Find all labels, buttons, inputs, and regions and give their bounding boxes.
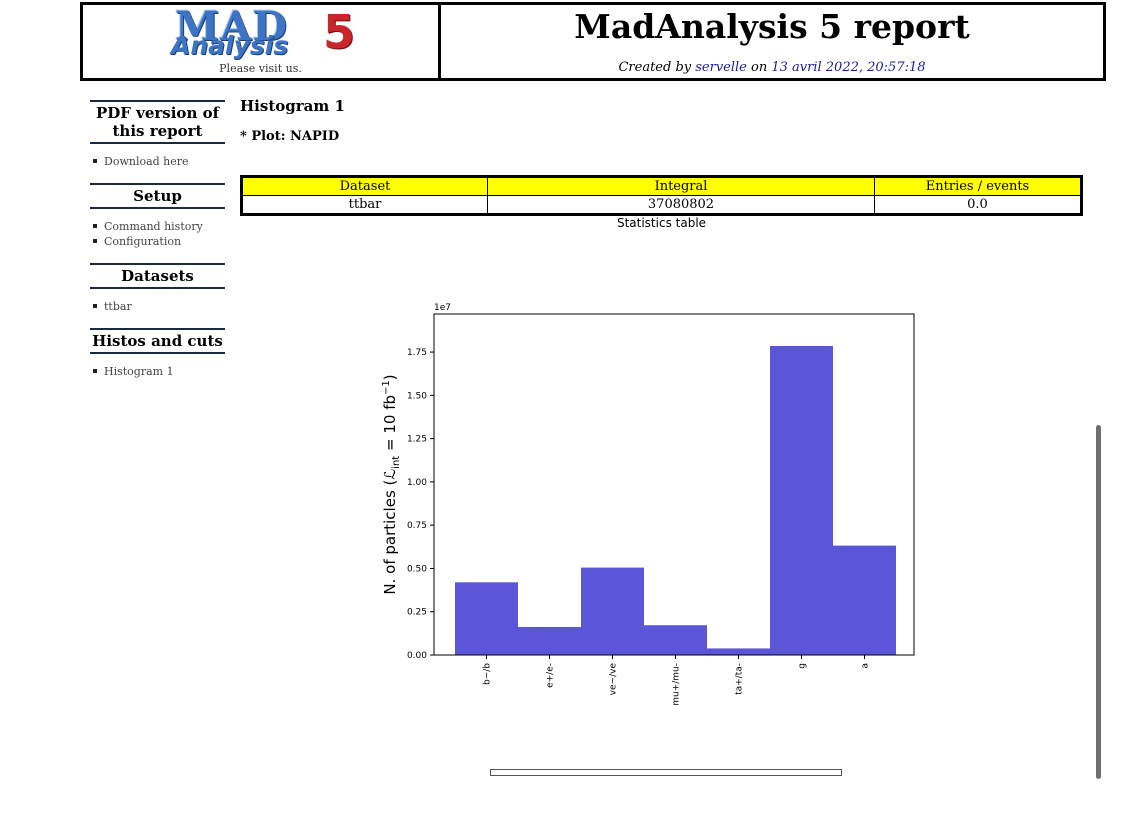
- sidebar-heading-pdf: PDF version of this report: [90, 100, 225, 144]
- header-entries: Entries / events: [874, 176, 1082, 196]
- x-tick-label: a: [861, 663, 871, 669]
- table-row: ttbar 37080802 0.0: [241, 195, 1082, 215]
- sidebar-item-ttbar[interactable]: ttbar: [90, 299, 225, 314]
- cell-dataset: ttbar: [241, 195, 488, 215]
- sidebar-item-histogram-1[interactable]: Histogram 1: [90, 364, 225, 379]
- title-cell: MadAnalysis 5 report Created by servelle…: [441, 5, 1103, 78]
- x-tick-label: g: [798, 663, 808, 669]
- y-tick-label: 1.75: [407, 348, 427, 358]
- sidebar-section-setup: Setup Command history Configuration: [90, 183, 225, 249]
- y-tick-label: 1.00: [407, 478, 427, 488]
- sidebar-heading-histos: Histos and cuts: [90, 328, 225, 354]
- y-tick-label: 1.25: [407, 435, 427, 445]
- report-header: MAD Analysis 5 Please visit us. MadAnaly…: [80, 2, 1106, 81]
- statistics-table: Dataset Integral Entries / events ttbar …: [240, 175, 1083, 216]
- statistics-caption: Statistics table: [616, 216, 707, 230]
- logo-analysis-text: Analysis: [171, 31, 289, 60]
- plot-frame: [433, 313, 915, 656]
- y-offset-label: 1e7: [434, 303, 451, 313]
- sidebar-section-pdf: PDF version of this report Download here: [90, 100, 225, 169]
- x-tick-label: ve~/ve: [609, 663, 619, 696]
- sidebar-heading-datasets: Datasets: [90, 263, 225, 289]
- date-link[interactable]: 13 avril 2022, 20:57:18: [771, 60, 926, 75]
- bar: [770, 346, 833, 655]
- sidebar-section-histos: Histos and cuts Histogram 1: [90, 328, 225, 379]
- histogram-chart: 0.00 0.25 0.50 0.75 1.00 1.25 1.50 1.75 b~/b e+/e…: [381, 303, 915, 706]
- x-tick-label: b~/b: [483, 663, 493, 685]
- plot-label: * Plot: NAPID: [240, 129, 340, 144]
- sidebar-item-configuration[interactable]: Configuration: [90, 234, 225, 249]
- report-title: MadAnalysis 5 report: [574, 7, 970, 46]
- statistics-header-row: Dataset Integral Entries / events: [241, 176, 1082, 196]
- madanalysis-logo[interactable]: MAD Analysis 5: [171, 3, 357, 65]
- x-tick-label: e+/e-: [546, 663, 556, 688]
- vertical-scrollbar[interactable]: [1096, 425, 1101, 779]
- bar: [644, 625, 707, 655]
- header-integral: Integral: [487, 176, 875, 196]
- sidebar-heading-setup: Setup: [90, 183, 225, 209]
- sidebar-section-datasets: Datasets ttbar: [90, 263, 225, 314]
- cell-entries: 0.0: [874, 195, 1082, 215]
- x-tick-label: mu+/mu-: [672, 663, 682, 706]
- created-prefix: Created by: [618, 60, 696, 75]
- created-by-line: Created by servelle on 13 avril 2022, 20…: [441, 60, 1103, 75]
- y-axis-label: N. of particles (ℒint = 10 fb−1): [381, 374, 402, 594]
- cell-integral: 37080802: [487, 195, 875, 215]
- sidebar-item-download[interactable]: Download here: [90, 154, 225, 169]
- x-tick-label: ta+/ta-: [735, 663, 745, 695]
- header-dataset: Dataset: [241, 176, 488, 196]
- visit-link[interactable]: Please visit us.: [219, 62, 302, 75]
- logo-five-text: 5: [323, 5, 356, 59]
- author-link[interactable]: servelle: [695, 60, 747, 75]
- y-tick-label: 0.50: [407, 564, 427, 574]
- bar: [455, 582, 518, 655]
- sidebar-item-command-history[interactable]: Command history: [90, 219, 225, 234]
- created-on: on: [746, 60, 772, 75]
- logo-cell: MAD Analysis 5 Please visit us.: [83, 3, 441, 78]
- bar: [707, 648, 770, 655]
- logo-mad-text: MAD: [175, 3, 288, 50]
- histogram-title: Histogram 1: [240, 97, 345, 115]
- y-tick-label: 0.00: [407, 651, 427, 661]
- horizontal-scrollbar[interactable]: [490, 769, 842, 776]
- bar: [581, 567, 644, 655]
- bar: [833, 545, 896, 655]
- sidebar: PDF version of this report Download here…: [90, 100, 225, 393]
- bar: [518, 626, 581, 655]
- y-tick-label: 0.75: [407, 521, 427, 531]
- y-tick-label: 0.25: [407, 608, 427, 618]
- y-tick-label: 1.50: [407, 391, 427, 401]
